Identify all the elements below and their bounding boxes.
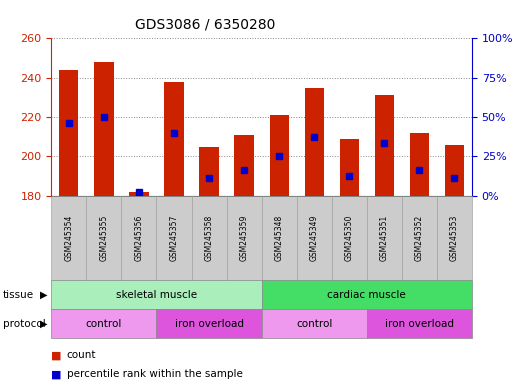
Text: iron overload: iron overload: [385, 318, 454, 329]
Text: ■: ■: [51, 369, 62, 379]
Text: count: count: [67, 350, 96, 360]
Text: control: control: [86, 318, 122, 329]
Text: tissue: tissue: [3, 290, 34, 300]
Text: GSM245350: GSM245350: [345, 215, 354, 261]
Bar: [374, 96, 394, 196]
Text: GSM245355: GSM245355: [100, 215, 108, 261]
Text: ■: ■: [51, 350, 62, 360]
Text: GSM245352: GSM245352: [415, 215, 424, 261]
Text: GSM245359: GSM245359: [240, 215, 249, 261]
Text: GSM245351: GSM245351: [380, 215, 389, 261]
Text: ▶: ▶: [40, 290, 47, 300]
Bar: [340, 139, 359, 196]
Text: ▶: ▶: [40, 318, 47, 329]
Bar: [59, 70, 78, 196]
Text: GSM245353: GSM245353: [450, 215, 459, 261]
Bar: [410, 133, 429, 196]
Text: percentile rank within the sample: percentile rank within the sample: [67, 369, 243, 379]
Text: skeletal muscle: skeletal muscle: [116, 290, 197, 300]
Text: GSM245356: GSM245356: [134, 215, 144, 261]
Text: GSM245348: GSM245348: [274, 215, 284, 261]
Bar: [94, 62, 113, 196]
Text: cardiac muscle: cardiac muscle: [327, 290, 406, 300]
Bar: [164, 82, 184, 196]
Text: iron overload: iron overload: [174, 318, 244, 329]
Bar: [200, 147, 219, 196]
Text: GSM245349: GSM245349: [310, 215, 319, 261]
Text: GDS3086 / 6350280: GDS3086 / 6350280: [135, 17, 275, 31]
Bar: [234, 135, 254, 196]
Bar: [305, 88, 324, 196]
Text: GSM245354: GSM245354: [64, 215, 73, 261]
Bar: [129, 192, 149, 196]
Bar: [445, 145, 464, 196]
Text: control: control: [296, 318, 332, 329]
Text: protocol: protocol: [3, 318, 45, 329]
Text: GSM245358: GSM245358: [205, 215, 213, 261]
Text: GSM245357: GSM245357: [169, 215, 179, 261]
Bar: [269, 115, 289, 196]
